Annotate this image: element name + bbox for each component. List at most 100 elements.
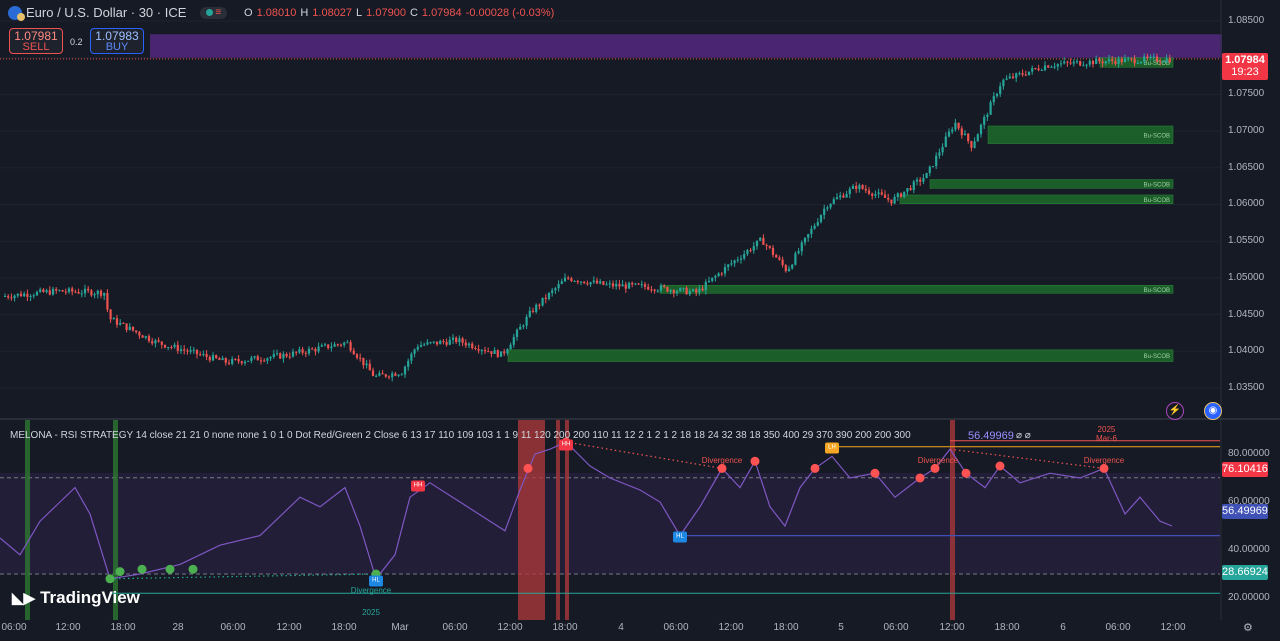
current-price-tag: 1.07984 19:23 — [1222, 53, 1268, 80]
candle-up — [954, 122, 957, 130]
indicator-title[interactable]: MELONA - RSI STRATEGY 14 close 21 21 0 n… — [10, 430, 911, 441]
candle-up — [557, 283, 560, 289]
time-tick-label: 12:00 — [55, 622, 81, 633]
candle-up — [560, 281, 563, 284]
candle-up — [922, 178, 925, 182]
symbol-name: Euro / U.S. Dollar · 30 · ICE — [26, 5, 187, 20]
candle-down — [583, 281, 586, 284]
candle-down — [490, 351, 493, 354]
bullish-dot — [115, 567, 125, 577]
signal-band — [113, 420, 118, 620]
market-status[interactable]: ≡ — [200, 6, 228, 19]
candle-up — [1082, 65, 1085, 67]
time-tick-label: 06:00 — [442, 622, 468, 633]
candle-up — [986, 114, 989, 118]
candle-up — [154, 340, 157, 344]
candle-down — [867, 190, 871, 194]
candle-down — [176, 344, 179, 351]
candle-down — [855, 185, 858, 190]
high-key: H — [300, 7, 309, 19]
candle-down — [695, 289, 698, 293]
candle-up — [3, 296, 7, 298]
candle-up — [999, 86, 1002, 94]
candle-down — [55, 288, 58, 291]
candle-down — [957, 122, 960, 129]
candle-up — [317, 346, 320, 352]
signal-band — [950, 420, 955, 620]
candle-up — [250, 357, 253, 361]
candle-down — [672, 290, 675, 294]
candle-up — [192, 349, 195, 351]
candle-up — [925, 172, 928, 179]
order-block — [929, 179, 1174, 189]
candle-up — [1008, 76, 1011, 79]
candle-down — [285, 353, 288, 357]
candle-up — [413, 349, 416, 354]
bearish-dot — [930, 463, 940, 473]
globe-icon[interactable]: ◉ — [1204, 402, 1222, 420]
settings-gear-icon[interactable]: ⚙ — [1243, 622, 1253, 634]
time-tick-label: 18:00 — [331, 622, 357, 633]
candle-up — [202, 354, 205, 356]
sell-button[interactable]: 1.07981 SELL — [9, 28, 63, 54]
buy-price: 1.07983 — [95, 29, 139, 43]
candle-down — [602, 281, 605, 285]
price-tick-label: 1.04000 — [1228, 345, 1265, 357]
candle-down — [314, 348, 317, 352]
candle-down — [115, 318, 119, 325]
candle-up — [835, 197, 839, 200]
buy-button[interactable]: 1.07983 BUY — [90, 28, 144, 54]
symbol-title[interactable]: Euro / U.S. Dollar · 30 · ICE ≡ — [8, 5, 228, 21]
candle-up — [291, 351, 295, 357]
time-tick-label: 06:00 — [220, 622, 246, 633]
candle-up — [13, 295, 16, 299]
candle-down — [1021, 73, 1024, 75]
candle-up — [211, 355, 215, 361]
order-block — [1099, 57, 1174, 68]
candle-up — [96, 290, 99, 295]
candle-up — [1031, 68, 1034, 72]
signal-band — [518, 420, 545, 620]
candle-down — [336, 344, 339, 346]
candle-up — [221, 358, 224, 361]
candle-up — [551, 290, 554, 293]
candle-down — [19, 293, 23, 297]
candle-down — [99, 290, 103, 296]
candle-down — [362, 357, 365, 366]
time-tick-label: 5 — [838, 622, 844, 633]
candle-up — [458, 338, 461, 343]
lightning-icon[interactable]: ⚡ — [1166, 402, 1184, 420]
lh-marker: LH — [825, 442, 839, 454]
candle-down — [259, 360, 263, 362]
candle-down — [1091, 60, 1095, 65]
candle-up — [1152, 56, 1155, 58]
price-chart[interactable]: Bu-SCOB Bu-SCOB Bu-SCOB Bu-SCOB Bu-SCOB Bu-SC… — [0, 0, 1280, 420]
price-tick-label: 1.05500 — [1228, 235, 1265, 247]
candle-up — [819, 215, 823, 222]
candle-up — [378, 373, 381, 376]
candle-up — [330, 346, 333, 349]
candle-up — [746, 250, 749, 255]
candle-down — [653, 289, 656, 291]
candle-down — [474, 347, 477, 350]
candle-up — [727, 264, 730, 268]
candle-up — [58, 290, 61, 292]
candle-up — [963, 133, 967, 136]
candle-up — [499, 351, 503, 357]
candle-down — [295, 351, 298, 353]
candle-down — [637, 283, 640, 285]
candle-down — [218, 358, 221, 361]
candle-up — [519, 326, 522, 330]
candle-down — [775, 254, 778, 258]
candle-up — [1149, 56, 1152, 58]
candle-down — [288, 356, 291, 358]
candle-down — [1066, 61, 1069, 63]
candle-up — [947, 131, 951, 137]
candle-down — [263, 360, 266, 362]
candle-down — [151, 341, 154, 344]
rsi-chart[interactable] — [0, 420, 1280, 620]
candle-down — [647, 286, 650, 290]
candle-up — [119, 322, 122, 325]
candle-down — [42, 289, 45, 293]
indicator-visibility-icons[interactable]: ⌀ ⌀ — [1016, 430, 1031, 441]
